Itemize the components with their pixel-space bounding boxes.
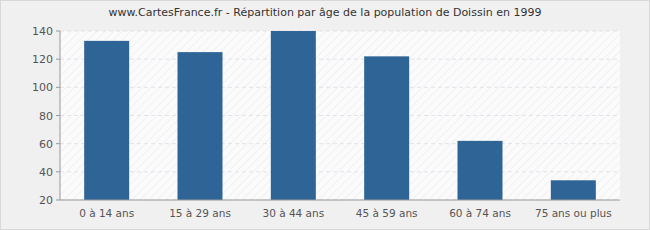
tick-mark [56, 87, 60, 88]
plot-area [60, 31, 620, 200]
bar [458, 141, 503, 200]
bar [364, 56, 409, 200]
x-tick-label: 30 à 44 ans [262, 207, 324, 219]
y-axis [60, 31, 61, 200]
bar [551, 180, 596, 200]
grid-line [60, 143, 620, 144]
bars [84, 31, 596, 200]
y-tick-label: 60 [39, 138, 53, 151]
background [1, 1, 650, 230]
y-tick-label: 20 [39, 194, 53, 207]
x-tick-label: 0 à 14 ans [79, 207, 134, 219]
title: www.CartesFrance.fr - Répartition par âg… [109, 6, 542, 19]
y-tick-label: 140 [32, 25, 53, 38]
y-tick-label: 100 [32, 81, 53, 94]
tick-mark [56, 200, 60, 201]
tick-mark [56, 143, 60, 144]
grid-line [60, 171, 620, 172]
bar [178, 52, 223, 200]
grid-line [60, 59, 620, 60]
x-tick-label: 75 ans ou plus [535, 207, 612, 219]
x-tick-label: 15 à 29 ans [169, 207, 231, 219]
grid-line [60, 200, 620, 201]
y-tick-label: 40 [39, 166, 53, 179]
bar [271, 31, 316, 200]
grid-line [60, 115, 620, 116]
tick-mark [56, 31, 60, 32]
tick-mark [56, 59, 60, 60]
tick-mark [56, 115, 60, 116]
x-tick-label: 45 à 59 ans [356, 207, 418, 219]
x-tick-label: 60 à 74 ans [449, 207, 511, 219]
grid-line [60, 87, 620, 88]
bar [84, 41, 129, 200]
x-axis [60, 200, 620, 201]
y-tick-label: 80 [39, 110, 53, 123]
y-tick-label: 120 [32, 53, 53, 66]
tick-mark [56, 171, 60, 172]
grid-line [60, 31, 620, 32]
